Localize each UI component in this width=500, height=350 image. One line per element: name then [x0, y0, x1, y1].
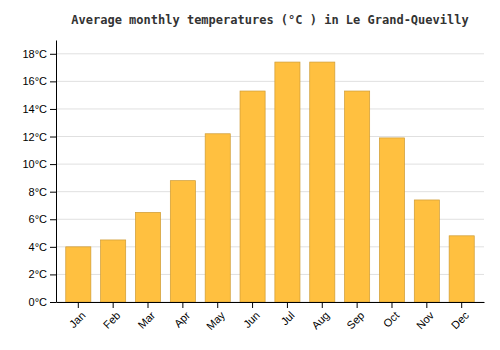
x-tick-label: Mar [135, 309, 157, 331]
bar [135, 212, 160, 302]
x-tick-label: Jan [67, 309, 88, 330]
grid-line [56, 108, 484, 109]
grid-line [56, 164, 484, 165]
x-tick-label: Jun [241, 309, 262, 330]
y-tick-mark [50, 137, 56, 138]
y-tick-mark [50, 302, 56, 303]
x-tick-mark [148, 302, 149, 308]
y-tick-mark [50, 54, 56, 55]
y-tick: 14°C [22, 103, 56, 115]
bar [414, 200, 439, 302]
bar [275, 62, 300, 302]
x-tick-label: Aug [309, 309, 331, 331]
grid [56, 54, 484, 302]
bar [205, 134, 230, 302]
x-tick: Jun [241, 302, 262, 330]
grid-line [56, 53, 484, 54]
plot: 0°C 2°C 4°C 6°C 8°C 10°C 12°C 14°C 16°C 18°C Jan Fe… [22, 41, 484, 333]
y-tick-label: 6°C [29, 213, 48, 225]
x-tick: Dec [449, 302, 472, 331]
x-tick: May [204, 302, 228, 332]
x-tick: Jan [67, 302, 88, 330]
x-tick-mark [113, 302, 114, 308]
x-tick: Apr [172, 302, 193, 330]
grid-line [56, 136, 484, 137]
y-tick-mark [50, 164, 56, 165]
bars [66, 62, 474, 302]
title: Average monthly temperatures (°C ) in Le… [71, 13, 468, 27]
y-tick-mark [50, 274, 56, 275]
y-axis: 0°C 2°C 4°C 6°C 8°C 10°C 12°C 14°C 16°C 18°C [22, 41, 56, 309]
y-tick-mark [50, 192, 56, 193]
y-tick: 0°C [29, 296, 56, 308]
grid-line [56, 81, 484, 82]
x-tick-mark [252, 302, 253, 308]
x-tick-label: Oct [381, 309, 402, 330]
y-tick: 2°C [29, 268, 56, 280]
bar [449, 236, 474, 302]
y-tick: 10°C [22, 158, 56, 170]
x-axis-line [57, 302, 485, 303]
bar [379, 138, 404, 302]
x-tick-mark [391, 302, 392, 308]
x-tick-label: May [204, 309, 228, 333]
x-tick-label: Jul [278, 309, 296, 327]
y-tick-label: 4°C [29, 241, 48, 253]
y-tick: 4°C [29, 241, 56, 253]
x-tick: Feb [101, 302, 123, 331]
y-tick-mark [50, 219, 56, 220]
bar [345, 91, 370, 302]
chart: 0°C 2°C 4°C 6°C 8°C 10°C 12°C 14°C 16°C 18°C Jan Fe… [0, 0, 500, 350]
x-tick: Oct [381, 302, 402, 330]
x-tick-label: Sep [344, 309, 366, 331]
bar [66, 247, 91, 302]
y-tick-mark [50, 109, 56, 110]
y-tick-label: 16°C [22, 75, 47, 87]
bar [170, 181, 195, 302]
x-tick: Aug [309, 302, 331, 331]
bar [101, 240, 126, 302]
y-tick-mark [50, 247, 56, 248]
y-tick: 8°C [29, 186, 56, 198]
x-tick-mark [426, 302, 427, 308]
x-tick-label: Feb [101, 309, 123, 331]
bar [310, 62, 335, 302]
y-tick-label: 2°C [29, 268, 48, 280]
y-tick: 12°C [22, 131, 56, 143]
x-tick-mark [217, 302, 218, 308]
y-tick: 16°C [22, 75, 56, 87]
x-tick-label: Dec [449, 309, 472, 332]
x-tick-mark [182, 302, 183, 308]
x-tick: Jul [278, 302, 296, 328]
y-tick-label: 10°C [22, 158, 47, 170]
y-tick-label: 0°C [29, 296, 48, 308]
bar [240, 91, 265, 302]
x-tick: Sep [344, 302, 366, 331]
y-tick: 6°C [29, 213, 56, 225]
y-tick-mark [50, 81, 56, 82]
y-tick: 18°C [22, 48, 56, 60]
x-tick-label: Nov [414, 309, 437, 332]
y-axis-line [56, 41, 57, 303]
x-tick-label: Apr [172, 309, 193, 330]
x-axis: Jan Feb Mar Apr May Jun Jul Aug Sep Oct Nov Dec [57, 302, 485, 332]
x-tick-mark [322, 302, 323, 308]
x-tick: Mar [135, 302, 157, 331]
x-tick-mark [287, 302, 288, 308]
y-tick-label: 18°C [22, 48, 47, 60]
x-tick: Nov [414, 302, 437, 331]
grid-line [56, 191, 484, 192]
y-tick-label: 12°C [22, 131, 47, 143]
y-tick-label: 8°C [29, 186, 48, 198]
x-tick-mark [357, 302, 358, 308]
y-tick-label: 14°C [22, 103, 47, 115]
x-tick-mark [461, 302, 462, 308]
x-tick-mark [78, 302, 79, 308]
